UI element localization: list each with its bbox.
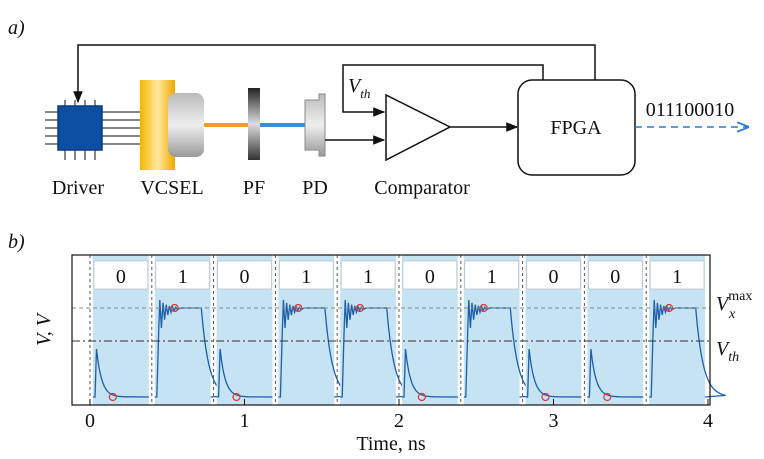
plot-frame: [71, 254, 711, 406]
bit-box: [217, 260, 272, 290]
x-tick-label: 0: [85, 410, 95, 432]
x-tick-label: 4: [703, 410, 713, 432]
bit-label: 0: [549, 266, 559, 288]
x-tick-label: 2: [394, 410, 404, 432]
pulse: [649, 299, 726, 398]
sample-point: [541, 392, 550, 402]
bit-box: [649, 260, 705, 290]
pulse: [402, 348, 458, 398]
component-label: Driver: [52, 177, 105, 199]
pulse: [93, 348, 149, 398]
x-tick-label: 1: [240, 410, 250, 432]
bit-box: [340, 260, 396, 290]
component-label: PD: [302, 177, 328, 199]
bit-box: [279, 260, 334, 290]
bit-label: 0: [425, 266, 435, 288]
pulse: [587, 348, 644, 398]
sample-point: [355, 303, 365, 313]
component-label: Comparator: [374, 177, 470, 199]
bit-label: 1: [178, 266, 188, 288]
bit-box: [93, 260, 149, 290]
sample-point: [664, 303, 674, 313]
output-bits: 011100010: [646, 99, 735, 121]
pulse: [216, 348, 273, 398]
bit-label: 0: [116, 266, 126, 288]
component-labels: Driver VCSEL PF PD Comparator: [52, 177, 470, 199]
superscript: max: [728, 289, 752, 304]
symbol: V: [348, 75, 363, 97]
sample-point: [603, 392, 612, 402]
bit-box: [588, 260, 643, 290]
x-tick-label: 3: [549, 410, 559, 432]
sample-point: [108, 392, 117, 402]
symbol: V: [716, 338, 731, 360]
threshold-label: Vth: [348, 75, 370, 101]
sample-point: [232, 392, 241, 402]
bit-box: [464, 260, 519, 290]
bit-label: 0: [610, 266, 620, 288]
fpga-label: FPGA: [550, 117, 602, 139]
level-label: Vth: [716, 338, 739, 365]
bit-box: [402, 260, 458, 290]
bit-label: 1: [487, 266, 497, 288]
panel-label: b): [8, 231, 25, 253]
subscript: th: [360, 86, 370, 101]
bit-label: 1: [672, 266, 682, 288]
level-label: Vmax x: [716, 289, 752, 322]
bit-box: [155, 260, 210, 290]
subscript: x: [728, 307, 736, 322]
symbol: V: [716, 293, 731, 315]
panel-label: a): [8, 17, 25, 39]
sample-point: [417, 392, 426, 402]
bit-label: 0: [240, 266, 250, 288]
x-axis-label: Time, ns: [356, 433, 426, 455]
component-label: VCSEL: [140, 177, 203, 199]
schematic: [45, 44, 748, 176]
bit-box: [526, 260, 581, 290]
pulse: [525, 348, 582, 398]
component-label: PF: [243, 177, 265, 199]
bit-label: 1: [301, 266, 311, 288]
y-axis-label: V, V: [33, 311, 55, 346]
subscript: th: [728, 350, 739, 365]
sample-point: [294, 303, 303, 313]
bit-label: 1: [363, 266, 373, 288]
